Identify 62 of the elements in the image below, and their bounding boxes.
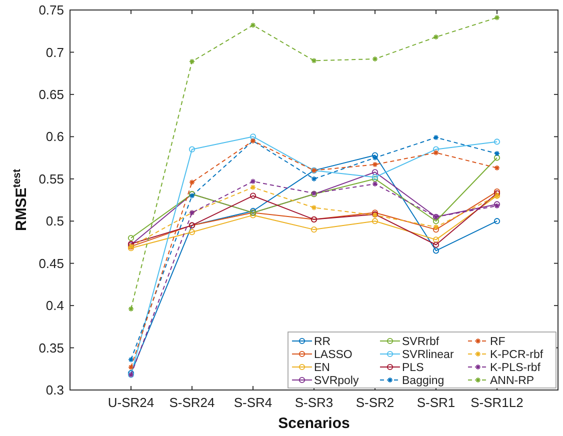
point: [432, 146, 440, 152]
x-tick-label: S-SR3: [294, 395, 334, 410]
point: [128, 234, 134, 242]
point: [311, 176, 317, 182]
point: [372, 218, 378, 224]
point: [250, 178, 256, 184]
point: [432, 218, 440, 224]
point: [128, 364, 134, 370]
y-tick-label: 0.7: [46, 44, 64, 60]
point: [250, 192, 256, 199]
x-tick-label: U-SR24: [108, 395, 154, 410]
legend-label: RR: [314, 336, 331, 348]
point: [432, 236, 440, 243]
legend-label: PLS: [402, 362, 424, 374]
point: [250, 184, 256, 190]
point: [432, 248, 440, 254]
point: [188, 229, 196, 236]
point: [494, 14, 500, 21]
point: [189, 179, 195, 186]
point: [250, 134, 256, 140]
x-tick-label: S-SR4: [234, 395, 272, 410]
point: [128, 356, 134, 363]
legend-label: K-PLS-rbf: [490, 362, 542, 374]
point: [432, 226, 440, 233]
point: [372, 152, 378, 158]
point: [250, 22, 256, 28]
legend-label: Bagging: [402, 375, 444, 388]
point: [494, 138, 500, 145]
point: [250, 212, 256, 218]
y-tick-label: 0.75: [38, 2, 64, 18]
y-tick-label: 0.65: [38, 86, 64, 102]
point: [188, 146, 196, 152]
x-tick-label: S-SR24: [169, 395, 215, 410]
y-tick-label: 0.4: [46, 298, 64, 314]
x-axis-title: Scenarios: [278, 415, 350, 432]
legend-label: SVRrbf: [402, 336, 440, 348]
legend-label: SVRlinear: [402, 349, 454, 362]
legend-label: LASSO: [314, 349, 352, 362]
y-tick-label: 0.6: [46, 129, 64, 144]
legend-label: SVRpoly: [314, 375, 359, 388]
point: [432, 242, 440, 248]
point: [494, 154, 500, 161]
legend-label: ANN-RP: [490, 375, 534, 388]
point: [494, 218, 500, 224]
x-tick-label: S-SR1: [416, 395, 456, 410]
x-tick-label: S-SR2: [356, 395, 394, 410]
point: [128, 306, 134, 312]
y-tick-label: 0.55: [38, 171, 64, 186]
point: [494, 164, 500, 171]
x-tick-label: S-SR1L2: [470, 395, 524, 410]
y-tick-label: 0.3: [46, 382, 64, 398]
legend-label: K-PCR-rbf: [490, 349, 544, 362]
y-tick-label: 0.35: [38, 340, 64, 356]
y-tick-label: 0.5: [46, 214, 64, 229]
point: [311, 204, 317, 211]
y-tick-label: 0.45: [38, 256, 64, 271]
point: [433, 150, 439, 156]
point: [310, 226, 318, 233]
legend-label: EN: [314, 362, 330, 374]
point: [372, 169, 378, 176]
point: [311, 58, 317, 64]
legend-label: RF: [490, 336, 506, 348]
